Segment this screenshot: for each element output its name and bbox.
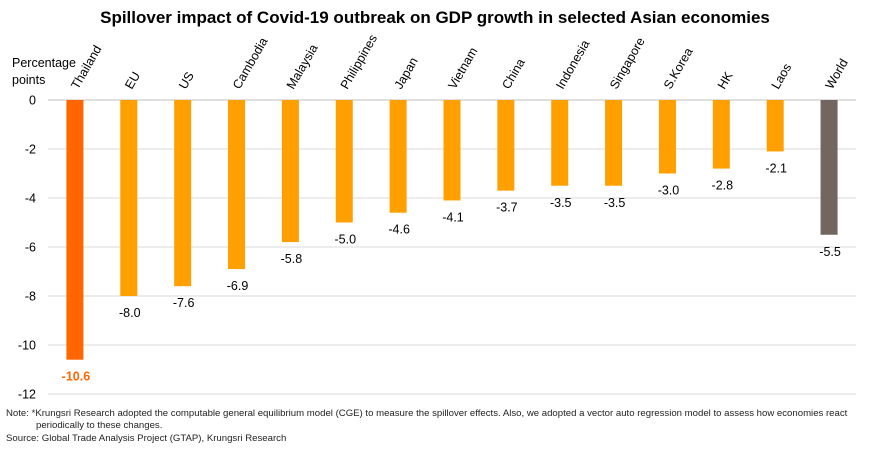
y-tick-label: -8 <box>25 290 36 304</box>
data-label: -3.5 <box>604 196 626 210</box>
category-label: HK <box>715 69 736 92</box>
y-tick-label: -12 <box>18 388 36 402</box>
bar-china <box>497 100 515 191</box>
footnote-line1: Note: *Krungsri Research adopted the com… <box>6 408 848 419</box>
category-label: S.Korea <box>661 45 696 91</box>
category-label: World <box>823 56 851 91</box>
data-label: -5.5 <box>819 245 841 259</box>
category-label: Thailand <box>68 43 104 92</box>
y-axis-label: Percentage points <box>12 55 76 89</box>
y-axis-label-line1: Percentage <box>12 56 76 70</box>
y-tick-label: -10 <box>18 339 36 353</box>
data-label: -3.5 <box>550 196 572 210</box>
y-axis-label-line2: points <box>12 73 46 87</box>
data-label: -7.6 <box>173 296 195 310</box>
bar-cambodia <box>228 100 246 270</box>
bar-skorea <box>658 100 676 174</box>
data-label: -2.8 <box>712 179 734 193</box>
y-tick-label: -2 <box>25 143 36 157</box>
category-label: EU <box>122 69 143 91</box>
bar-hk <box>712 100 730 169</box>
data-label: -3.7 <box>496 201 518 215</box>
bar-singapore <box>605 100 623 186</box>
data-label: -4.6 <box>388 223 410 237</box>
footnote: Note: *Krungsri Research adopted the com… <box>6 408 866 431</box>
bar-japan <box>389 100 407 213</box>
data-label: -8.0 <box>119 306 141 320</box>
y-tick-label: -4 <box>25 192 36 206</box>
category-label: Malaysia <box>284 42 321 92</box>
y-tick-label: 0 <box>29 94 36 108</box>
bar-laos <box>766 100 784 152</box>
chart-title: Spillover impact of Covid-19 outbreak on… <box>100 8 770 27</box>
bar-world <box>820 100 838 235</box>
bar-malaysia <box>281 100 299 243</box>
data-label: -2.1 <box>765 161 787 175</box>
category-label: Philippines <box>338 32 380 91</box>
category-label: China <box>499 56 527 91</box>
category-label: Japan <box>392 55 421 92</box>
footnote-line2: periodically to these changes. <box>36 419 163 431</box>
category-label: US <box>176 69 197 91</box>
data-label: -10.6 <box>62 370 91 384</box>
y-tick-label: -6 <box>25 241 36 255</box>
data-label: -4.1 <box>442 210 464 224</box>
category-label: Indonesia <box>553 38 592 92</box>
bar-chart: 0 -2 -4 -6 -8 -10 -12 Thailand -10.6 EU -8.0 US -7.6… <box>18 32 856 402</box>
category-label: Vietnam <box>445 45 480 92</box>
data-label: -6.9 <box>227 279 249 293</box>
bar-vietnam <box>443 100 461 201</box>
bar-indonesia <box>551 100 569 186</box>
bar-eu <box>120 100 138 296</box>
data-label: -3.0 <box>658 184 680 198</box>
data-label: -5.8 <box>281 252 303 266</box>
bar-thailand <box>66 100 84 360</box>
category-label: Laos <box>769 61 795 91</box>
source-note: Source: Global Trade Analysis Project (G… <box>6 433 287 444</box>
bar-philippines <box>335 100 353 223</box>
category-label: Cambodia <box>230 35 271 91</box>
bar-us <box>174 100 192 287</box>
data-label: -5.0 <box>334 233 356 247</box>
category-label: Singapore <box>607 35 648 91</box>
